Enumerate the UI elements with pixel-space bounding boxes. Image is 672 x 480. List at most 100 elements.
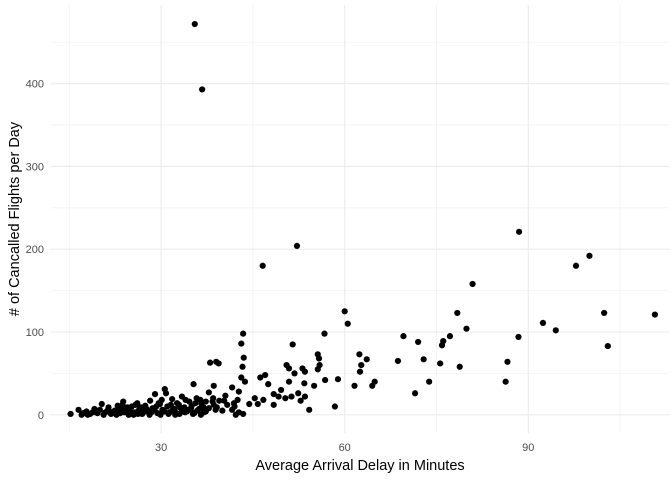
data-point [210, 395, 217, 402]
data-point [311, 382, 318, 389]
y-axis-title: # of Cancalled Flights per Day [7, 121, 23, 316]
data-points [67, 20, 659, 418]
data-point [334, 376, 342, 383]
data-point [210, 382, 217, 389]
data-point [301, 368, 309, 375]
data-point [222, 392, 229, 399]
data-point [67, 410, 74, 418]
data-point [270, 401, 277, 408]
minor-grid [51, 5, 669, 433]
data-point [180, 407, 187, 414]
data-point [229, 406, 236, 413]
y-tick-label: 100 [26, 327, 44, 339]
data-point [651, 311, 659, 318]
data-point [234, 396, 241, 403]
data-point [394, 357, 402, 365]
data-point [240, 410, 247, 418]
data-point [291, 370, 298, 377]
data-point [113, 411, 120, 418]
data-point [75, 406, 82, 413]
data-point [260, 396, 267, 403]
data-point [84, 411, 91, 418]
data-point [363, 356, 370, 363]
data-point [190, 381, 197, 388]
data-point [415, 338, 422, 346]
data-point [106, 408, 113, 415]
data-point [191, 20, 198, 28]
data-point [306, 406, 313, 413]
y-tick-label: 200 [26, 244, 44, 256]
data-point [188, 405, 195, 412]
data-point [463, 325, 470, 332]
data-point [96, 406, 104, 413]
major-grid [51, 5, 669, 433]
data-point [515, 228, 523, 235]
data-point [89, 409, 96, 416]
data-point [411, 390, 419, 397]
y-axis-ticks: 0 100 200 300 400 [26, 79, 44, 422]
data-point [601, 309, 608, 317]
data-point [301, 380, 308, 387]
data-point [165, 410, 172, 418]
data-point [78, 411, 85, 418]
data-point [251, 395, 258, 402]
data-point [146, 411, 153, 418]
y-tick-label: 0 [38, 410, 44, 422]
data-point [285, 365, 293, 372]
data-point [341, 308, 348, 315]
data-point [297, 397, 304, 404]
data-point [140, 408, 148, 415]
data-point [200, 404, 207, 411]
data-point [504, 358, 511, 365]
data-point [182, 396, 189, 403]
data-point [215, 360, 222, 367]
data-point [277, 386, 285, 394]
data-point [301, 393, 309, 400]
data-point [515, 333, 522, 341]
data-point [469, 280, 476, 288]
data-point [502, 378, 509, 385]
x-tick-label: 90 [522, 442, 534, 454]
data-point [194, 407, 201, 414]
data-point [219, 407, 226, 414]
data-point [147, 397, 154, 404]
data-point [446, 333, 454, 340]
data-point [193, 395, 200, 402]
data-point [205, 389, 212, 396]
data-point [293, 242, 301, 250]
data-point [285, 378, 293, 385]
data-point [238, 374, 245, 381]
data-point [437, 360, 444, 367]
data-point [420, 356, 427, 363]
data-point [206, 359, 214, 366]
data-point [369, 382, 376, 389]
data-point [454, 309, 461, 317]
data-point [539, 319, 547, 326]
data-point [175, 401, 182, 408]
data-point [254, 400, 261, 408]
y-tick-label: 400 [26, 79, 44, 91]
data-point [238, 340, 245, 347]
data-point [438, 342, 446, 349]
data-point [586, 252, 593, 259]
data-point [275, 393, 282, 400]
data-point [121, 409, 128, 416]
data-point [100, 411, 107, 418]
data-point [356, 351, 363, 358]
data-point [235, 388, 242, 395]
data-point [197, 411, 205, 418]
data-point [344, 320, 351, 327]
data-point [205, 405, 212, 412]
data-point [552, 327, 559, 334]
data-point [351, 382, 358, 389]
data-point [356, 368, 364, 375]
x-axis-title: Average Arrival Delay in Minutes [255, 458, 464, 474]
data-point [265, 381, 272, 388]
data-point [331, 403, 339, 410]
data-point [257, 374, 264, 381]
data-point [192, 400, 199, 407]
data-point [162, 390, 170, 397]
data-point [322, 376, 329, 384]
data-point [151, 406, 158, 413]
